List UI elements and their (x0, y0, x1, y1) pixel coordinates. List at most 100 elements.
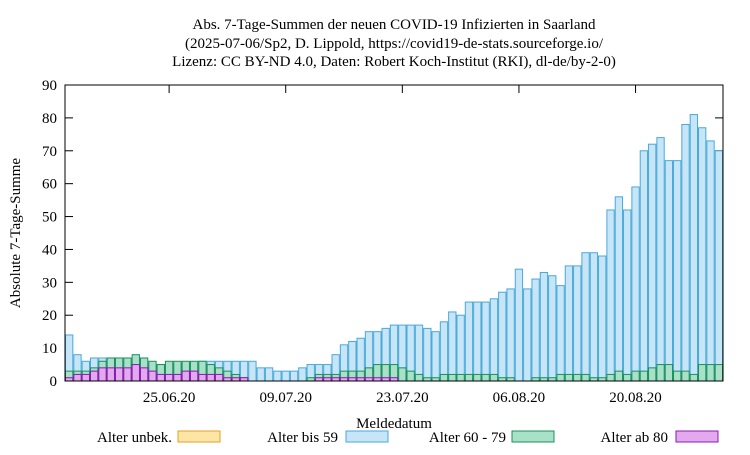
bar (506, 288, 515, 382)
y-tick-label: 50 (42, 210, 57, 226)
bar (473, 373, 482, 382)
bar (114, 367, 124, 382)
bar (439, 373, 449, 382)
bar (98, 367, 107, 382)
bar (523, 288, 532, 382)
bar (623, 209, 632, 382)
legend-item: Alter unbek. (97, 430, 221, 446)
legend-item: Alter bis 59 (267, 430, 389, 446)
bar (448, 373, 457, 382)
bar (173, 373, 182, 382)
bar (623, 373, 632, 382)
bar (289, 370, 299, 382)
bar-series-group (65, 114, 723, 382)
bar (298, 367, 307, 382)
bar (489, 298, 499, 382)
y-axis-title: Absolute 7-Tage-Summe (8, 158, 24, 309)
chart-title-line-2: (2025-07-06/Sp2, D. Lippold, https://cov… (185, 36, 604, 52)
bar (681, 123, 690, 382)
bar (189, 370, 199, 382)
x-tick-label: 20.08.20 (609, 390, 662, 406)
bar (531, 278, 540, 382)
legend-swatch (675, 430, 719, 443)
legend-label: Alter ab 80 (601, 430, 668, 446)
bar (123, 367, 132, 382)
bar (131, 364, 140, 382)
bar (548, 275, 557, 382)
bar (614, 196, 624, 382)
bar (648, 367, 657, 382)
bar (564, 265, 574, 382)
x-axis-ticks: 25.06.20 09.07.20 23.07.20 06.08.20 20.08.20 (68, 85, 720, 406)
bar (448, 311, 457, 382)
bar (214, 373, 224, 382)
chart-title-line-1: Abs. 7-Tage-Summen der neuen COVID-19 In… (193, 17, 596, 33)
bar (606, 209, 615, 382)
bar (398, 367, 407, 382)
bar (256, 367, 265, 382)
bar (464, 301, 474, 382)
bar (673, 160, 682, 382)
bar (698, 127, 707, 382)
bar (581, 373, 590, 382)
y-axis-ticks: 0 10 20 30 40 50 60 70 80 90 (42, 78, 723, 390)
bar (689, 373, 699, 382)
bar (573, 373, 582, 382)
bar (181, 370, 190, 382)
bar (698, 364, 707, 382)
bar (556, 373, 565, 382)
legend-label: Alter 60 - 79 (429, 430, 506, 446)
bar (456, 373, 465, 382)
plot-frame (64, 84, 724, 382)
y-tick-label: 40 (42, 242, 57, 258)
bar (423, 327, 432, 382)
x-tick-label: 23.07.20 (376, 390, 429, 406)
bar (473, 301, 482, 382)
chart-title: Abs. 7-Tage-Summen der neuen COVID-19 In… (172, 17, 616, 70)
bar (614, 370, 624, 382)
bar-series-1 (65, 114, 723, 382)
y-tick-label: 0 (50, 374, 58, 390)
bar (539, 271, 549, 382)
bar (81, 373, 90, 382)
bar (73, 373, 82, 382)
legend-label: Alter bis 59 (267, 430, 338, 446)
bar (498, 291, 507, 382)
bar (706, 364, 715, 382)
legend-swatch (511, 430, 555, 443)
y-tick-label: 80 (42, 111, 57, 127)
bar (664, 160, 674, 382)
legend-swatch (177, 430, 221, 443)
y-tick-label: 70 (42, 144, 57, 160)
bar (631, 370, 640, 382)
bar (106, 367, 115, 382)
bar (581, 252, 590, 382)
bar (273, 370, 282, 382)
bar (406, 370, 415, 382)
bar (248, 360, 257, 382)
legend-item: Alter 60 - 79 (429, 430, 555, 446)
legend-swatch (345, 430, 389, 443)
bar (431, 331, 440, 382)
bar (281, 370, 290, 382)
bar (564, 373, 574, 382)
bar (656, 137, 665, 382)
bar (414, 373, 424, 382)
bar (673, 370, 682, 382)
bar (648, 143, 657, 382)
bar (606, 373, 615, 382)
bar (89, 370, 99, 382)
x-tick-label: 09.07.20 (259, 390, 312, 406)
bar (639, 150, 649, 382)
bar (164, 373, 174, 382)
y-tick-label: 10 (42, 341, 57, 357)
bar (414, 324, 424, 382)
bar (689, 114, 699, 382)
bar (264, 367, 274, 382)
bar (481, 373, 490, 382)
bar (456, 314, 465, 382)
bar (156, 373, 165, 382)
bar (489, 373, 499, 382)
bar (481, 301, 490, 382)
